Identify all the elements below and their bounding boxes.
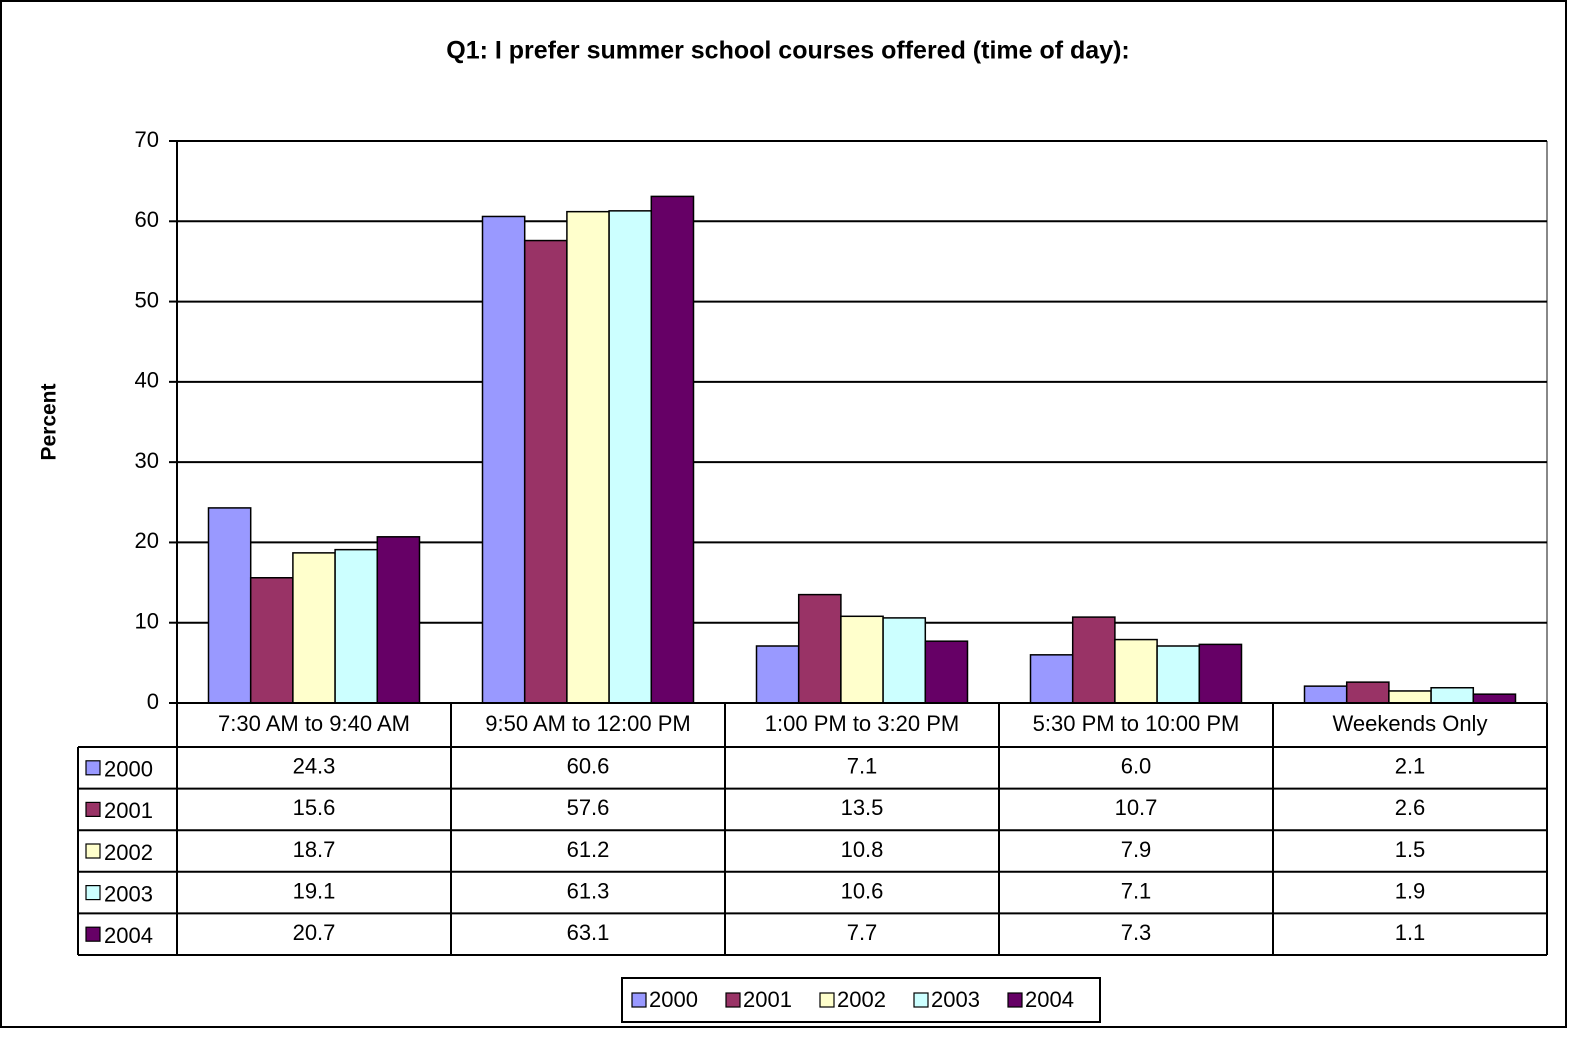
bar [1388, 690, 1432, 704]
table-cell: 2.6 [1395, 795, 1426, 820]
table-cell: 13.5 [841, 795, 884, 820]
bar [1071, 616, 1116, 704]
bar [523, 239, 568, 704]
table-cell: 24.3 [293, 754, 336, 779]
table-legend-key [85, 843, 101, 859]
chart-title: Q1: I prefer summer school courses offer… [446, 37, 1130, 65]
table-cell: 7.7 [847, 920, 878, 945]
bar [249, 577, 294, 704]
bar [376, 536, 421, 704]
table-cell: 10.6 [841, 878, 884, 903]
table-legend-key [85, 884, 101, 901]
legend-key [913, 992, 929, 1008]
table-legend-key [85, 801, 101, 818]
table-cell: 57.6 [567, 795, 610, 820]
legend-key [631, 992, 647, 1008]
y-tick-label: 60 [135, 207, 159, 232]
table-row-label: 2000 [104, 757, 153, 782]
bar [882, 617, 927, 704]
table-cell: 1.1 [1395, 920, 1426, 945]
table-cell: 20.7 [293, 920, 336, 945]
table-cell: 1.9 [1395, 878, 1426, 903]
bar [755, 645, 800, 704]
bar [1430, 686, 1475, 704]
y-tick-label: 50 [135, 287, 159, 312]
legend-label: 2001 [743, 987, 792, 1012]
legend-key [1007, 992, 1023, 1008]
bar [1029, 654, 1074, 704]
legend-label: 2004 [1025, 987, 1074, 1012]
table-cell: 2.1 [1395, 754, 1426, 779]
x-tick-label: 9:50 AM to 12:00 PM [485, 711, 690, 736]
table-cell: 61.3 [567, 878, 610, 903]
table-cell: 7.1 [847, 754, 878, 779]
x-tick-label: 1:00 PM to 3:20 PM [765, 711, 959, 736]
x-tick-label: Weekends Only [1333, 711, 1488, 736]
table-legend-key [85, 760, 101, 776]
table-cell: 19.1 [293, 878, 336, 903]
bar [1114, 638, 1158, 704]
table-cell: 7.3 [1121, 920, 1152, 945]
bar [650, 195, 695, 704]
y-tick-label: 70 [135, 127, 159, 152]
table-cell: 7.1 [1121, 878, 1152, 903]
table-cell: 61.2 [567, 837, 610, 862]
bar [1198, 643, 1243, 704]
legend-key [725, 992, 741, 1008]
bar [1156, 645, 1201, 704]
bar [481, 215, 526, 704]
table-row-label: 2003 [104, 881, 153, 906]
y-tick-label: 20 [135, 528, 159, 553]
table-cell: 10.8 [841, 837, 884, 862]
bar [1345, 681, 1390, 704]
table-row-label: 2004 [104, 923, 153, 948]
bar [334, 548, 379, 704]
bar [608, 210, 653, 704]
bar [797, 593, 842, 704]
y-tick-label: 40 [135, 368, 159, 393]
table-cell: 60.6 [567, 754, 610, 779]
bar [840, 615, 884, 704]
table-cell: 18.7 [293, 837, 336, 862]
x-tick-label: 5:30 PM to 10:00 PM [1033, 711, 1240, 736]
chart-border [0, 0, 1567, 1028]
x-tick-label: 7:30 AM to 9:40 AM [218, 711, 410, 736]
legend-key [819, 992, 835, 1008]
table-cell: 7.9 [1121, 837, 1152, 862]
bar [1303, 685, 1348, 704]
bar [207, 507, 252, 704]
bar [1472, 693, 1517, 704]
table-cell: 1.5 [1395, 837, 1426, 862]
y-tick-label: 0 [147, 689, 159, 714]
bar [924, 640, 969, 704]
legend-label: 2000 [649, 987, 698, 1012]
y-tick-label: 10 [135, 609, 159, 634]
legend-label: 2003 [931, 987, 980, 1012]
bar [292, 552, 336, 704]
y-tick-label: 30 [135, 448, 159, 473]
y-axis-label: Percent [38, 383, 61, 460]
table-row-label: 2001 [104, 798, 153, 823]
table-cell: 6.0 [1121, 754, 1152, 779]
table-cell: 63.1 [567, 920, 610, 945]
legend-label: 2002 [837, 987, 886, 1012]
bar [566, 210, 610, 704]
table-cell: 15.6 [293, 795, 336, 820]
table-row-label: 2002 [104, 840, 153, 865]
table-legend-key [85, 926, 101, 942]
table-cell: 10.7 [1115, 795, 1158, 820]
